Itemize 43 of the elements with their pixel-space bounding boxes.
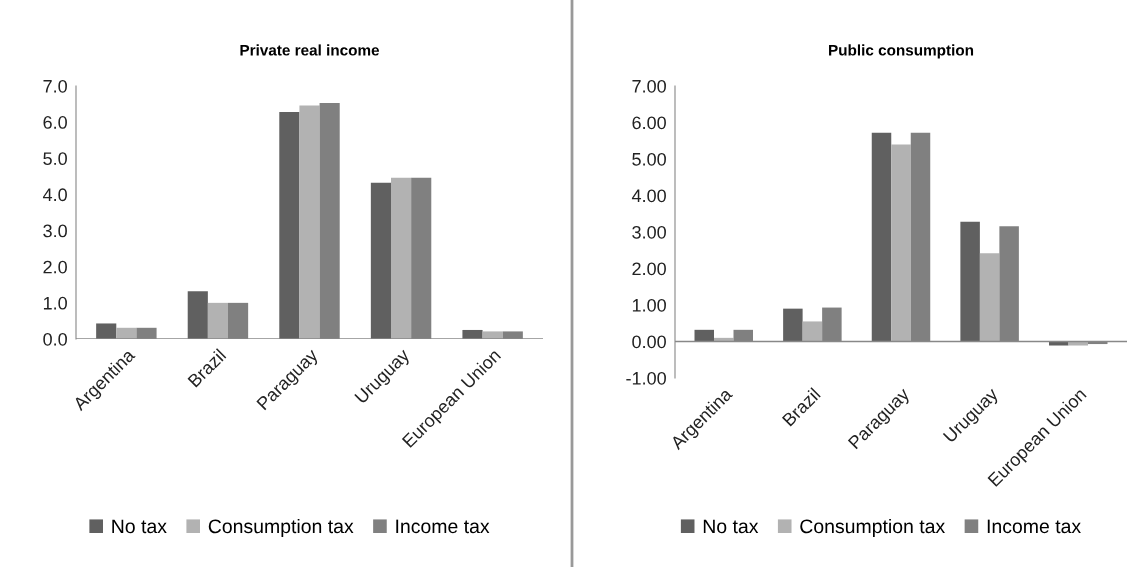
- y-tick-label: 3.0: [43, 224, 67, 238]
- bar: [783, 308, 803, 342]
- bar: [391, 177, 412, 339]
- y-tick-label: 7.00: [632, 79, 666, 93]
- bar: [979, 253, 1000, 342]
- bar: [891, 144, 911, 342]
- y-tick-label: 5.00: [632, 152, 666, 166]
- chart-title: Private real income: [240, 44, 380, 56]
- bar: [802, 321, 823, 342]
- bar: [370, 182, 391, 339]
- y-tick-label: 0.0: [43, 332, 67, 346]
- legend-label: No tax: [112, 519, 167, 534]
- bar: [694, 329, 714, 342]
- y-tick-label: 4.0: [42, 188, 67, 202]
- bar: [1049, 341, 1069, 346]
- legend-label: Consumption tax: [800, 518, 945, 538]
- y-tick-label: 3.00: [632, 225, 666, 239]
- bar: [960, 221, 980, 342]
- y-tick-label: 1.0: [43, 296, 67, 310]
- legend-label: Consumption tax: [208, 518, 354, 538]
- y-tick-label: 4.00: [631, 189, 666, 203]
- y-tick-label: 2.0: [43, 260, 67, 274]
- legend-label: No tax: [703, 519, 759, 534]
- bar: [482, 331, 503, 339]
- y-tick-label: 7.0: [43, 79, 67, 93]
- bar: [1068, 341, 1088, 346]
- bar: [462, 329, 483, 339]
- y-tick-label: 6.00: [632, 116, 666, 130]
- bar: [299, 105, 320, 339]
- y-tick-label: 0.00: [632, 335, 666, 349]
- bar: [871, 132, 892, 342]
- y-tick-label: 1.00: [632, 298, 666, 312]
- legend-label: Income tax: [396, 519, 490, 534]
- bar: [96, 323, 117, 339]
- y-tick-label: 2.00: [632, 262, 666, 276]
- y-tick-label: 5.0: [43, 152, 67, 166]
- bar: [207, 302, 228, 339]
- bar: [279, 112, 300, 339]
- chart-title: Public consumption: [829, 44, 974, 59]
- y-tick-label: -1.00: [626, 371, 666, 385]
- bar: [187, 291, 208, 339]
- legend-label: Income tax: [987, 519, 1081, 534]
- y-tick-label: 6.0: [43, 116, 67, 129]
